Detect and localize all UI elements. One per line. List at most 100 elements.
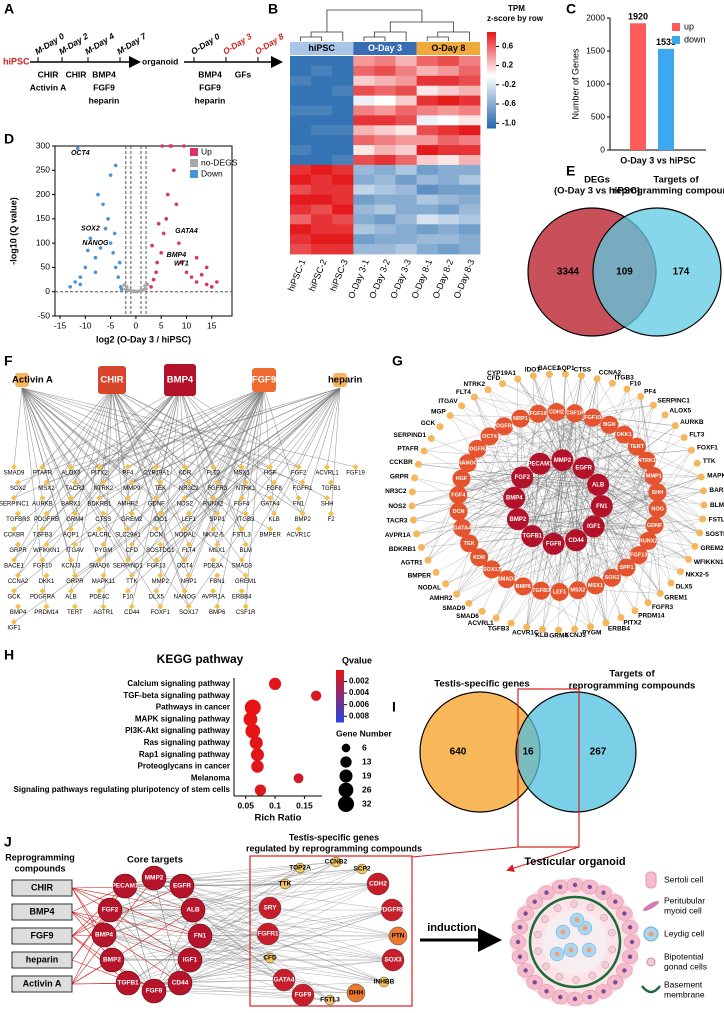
heat-cell: [437, 105, 460, 116]
edge: [188, 387, 265, 514]
heat-cell: [290, 224, 312, 235]
heat-cell: [416, 85, 439, 96]
edge: [526, 540, 577, 628]
cell: [588, 972, 597, 980]
edge: [467, 396, 641, 464]
edge: [188, 387, 265, 576]
dot: [249, 736, 263, 750]
heat-cell: [353, 65, 375, 77]
point: [209, 285, 214, 289]
heat-cell: [290, 105, 312, 116]
colorbar: [487, 53, 496, 57]
gene-label: FGFR3: [207, 486, 227, 492]
node-label: BMP2: [103, 957, 121, 964]
colorbar: [487, 89, 496, 93]
heat-cell: [332, 194, 354, 205]
colorbar: [336, 694, 344, 697]
edge: [21, 387, 47, 607]
gene-node: [242, 510, 249, 517]
node: [272, 968, 296, 992]
edge: [517, 378, 598, 520]
node-label: TGFB3: [488, 626, 510, 633]
edge: [575, 375, 582, 541]
colorbar: [487, 92, 496, 95]
panel-label: E: [566, 163, 575, 179]
colorbar: [336, 689, 344, 692]
gene-label: PDGFRB: [34, 517, 59, 523]
edge: [156, 387, 341, 530]
node: [542, 532, 565, 555]
node-label: PRDM14: [638, 613, 665, 620]
heat-cell: [290, 115, 312, 126]
node-label: FGF4: [451, 493, 466, 499]
heat-cell: [437, 135, 460, 146]
colorbar: [487, 65, 496, 69]
nucleus: [613, 899, 618, 904]
node: [637, 451, 656, 470]
edge: [458, 374, 550, 512]
node-label: FGF13: [630, 553, 647, 559]
node: [629, 546, 648, 565]
gene-node: [181, 526, 188, 532]
edge: [111, 909, 393, 961]
venn-count: 174: [673, 267, 690, 278]
heat-cell: [353, 56, 375, 67]
heat-cell: [332, 135, 354, 146]
connector: [506, 846, 580, 872]
colorbar-tick-label: -1.0: [502, 118, 516, 127]
edge: [156, 387, 341, 561]
compound-label: heparin: [26, 954, 59, 964]
edge: [71, 911, 191, 961]
edge: [17, 387, 113, 576]
point: [177, 241, 181, 245]
category-label: MAPK signaling pathway: [135, 714, 231, 723]
heat-cell: [353, 115, 375, 126]
heat-cell: [458, 234, 481, 245]
edge: [103, 934, 191, 961]
edge: [109, 885, 183, 911]
legend-label: myoid cell: [664, 905, 702, 915]
nucleus: [629, 939, 635, 945]
node-label: ITGB3: [615, 374, 635, 381]
edge: [188, 387, 341, 607]
legend-icon: [646, 957, 656, 967]
node: [639, 531, 658, 550]
edge: [640, 396, 648, 461]
legend-label: Sertoli cell: [664, 874, 703, 884]
category-label: Melanoma: [191, 773, 231, 782]
edge: [522, 476, 702, 478]
node-label: BMP4: [506, 495, 523, 501]
point: [204, 265, 209, 270]
edge: [127, 861, 337, 984]
edge: [127, 387, 181, 561]
colorbar-tick-label: 0.006: [349, 700, 370, 709]
node-label: FGF19: [530, 411, 547, 417]
colorbar: [487, 77, 496, 81]
edge: [109, 909, 155, 992]
node-label: BGN: [603, 422, 615, 428]
gene-label: AURKB: [32, 502, 53, 508]
edge: [491, 543, 554, 570]
gene-node: [210, 526, 217, 532]
heat-cell: [458, 95, 481, 106]
heat-cell: [374, 145, 396, 156]
heat-cell: [332, 174, 354, 186]
edge: [179, 387, 299, 468]
panel-label: J: [4, 834, 12, 850]
node: [436, 423, 444, 431]
edge: [657, 450, 692, 510]
node-label: GATA4: [453, 525, 472, 531]
gene-node: [328, 479, 335, 486]
edge: [559, 424, 610, 593]
heat-cell: [395, 194, 418, 205]
edge: [592, 404, 654, 418]
gene-label: FGFR1: [293, 486, 313, 492]
colorbar: [487, 39, 496, 43]
colorbar: [487, 94, 496, 98]
chart-title: KEGG pathway: [157, 652, 244, 666]
node-label: CCNB2: [325, 859, 348, 866]
edge: [302, 387, 341, 483]
edge: [124, 885, 201, 937]
bar: [630, 23, 646, 151]
colorbar: [336, 675, 344, 678]
